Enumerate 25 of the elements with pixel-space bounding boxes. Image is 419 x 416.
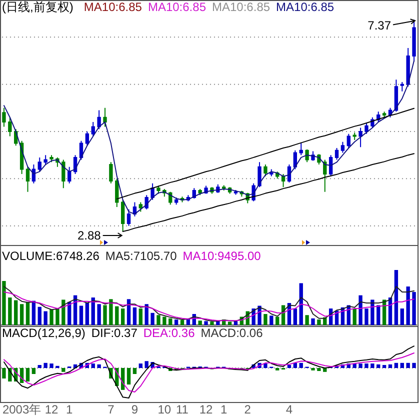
x-tick-label: 11	[176, 402, 189, 416]
chart-title: VOLUME:6748.26	[2, 249, 100, 263]
text: MA10:6.85	[276, 0, 334, 14]
x-tick-label: 2	[244, 402, 252, 416]
x-tick-label: 12	[44, 402, 59, 416]
series-label: MACD:0.06	[200, 326, 264, 340]
text: MA5:7105.70	[105, 249, 178, 263]
x-tick-label: 7	[108, 402, 115, 416]
series-label: DIF:0.37	[91, 326, 138, 340]
x-tick-label: 1	[220, 402, 228, 416]
legend-label: MA10:6.85	[212, 0, 270, 14]
x-tick-label: 10	[158, 402, 172, 416]
chart-title: (日线,前复权)	[2, 0, 74, 14]
annotation: 2.88	[77, 228, 102, 242]
legend-label: MA10:6.85	[148, 0, 206, 14]
chart-title: MACD(12,26,9)	[2, 326, 86, 340]
legend-label: MA10:6.85	[84, 0, 142, 14]
x-tick-label: 2003年	[2, 402, 42, 416]
text: MA10:9495.00	[182, 249, 262, 263]
x-tick-label: 12	[199, 402, 214, 416]
annotation: 7.37	[368, 18, 392, 33]
x-tick-label: 1	[66, 402, 73, 416]
x-tick-label: 4	[286, 402, 293, 416]
text: DEA:0.36	[143, 326, 196, 340]
x-tick-label: 9	[131, 402, 138, 416]
